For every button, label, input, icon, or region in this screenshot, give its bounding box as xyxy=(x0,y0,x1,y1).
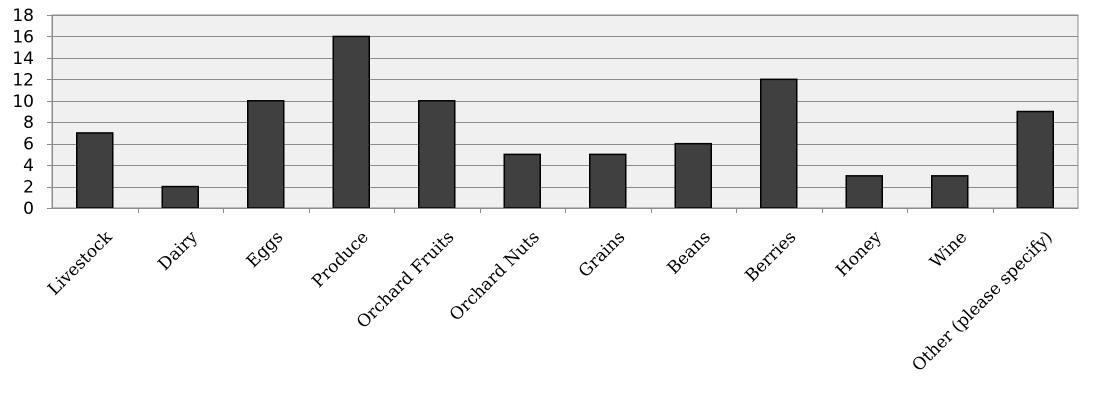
x-tick-label: Produce xyxy=(308,227,373,292)
y-tick-label: 10 xyxy=(12,92,34,112)
bar xyxy=(76,132,114,209)
x-tick-label: Dairy xyxy=(154,227,202,275)
x-tick-label: Livestock xyxy=(44,227,117,300)
bar xyxy=(332,35,370,209)
y-tick-label: 14 xyxy=(12,49,34,69)
y-tick-label: 12 xyxy=(12,70,34,90)
bar xyxy=(760,78,798,209)
y-tick-label: 16 xyxy=(12,27,34,47)
bar xyxy=(674,142,712,209)
bars xyxy=(76,35,1054,209)
y-tick-label: 18 xyxy=(12,6,34,26)
x-tick-label: Beans xyxy=(664,227,715,278)
bar xyxy=(418,100,456,209)
gridlines xyxy=(52,15,1078,188)
bar xyxy=(161,185,199,209)
x-tick-label: Wine xyxy=(926,227,971,272)
bar xyxy=(247,100,285,209)
y-tick-label: 4 xyxy=(23,156,34,176)
x-tick-label: Berries xyxy=(742,227,801,286)
y-tick-label: 2 xyxy=(23,178,34,198)
y-tick-label: 0 xyxy=(23,199,34,219)
x-tick-label: Honey xyxy=(832,227,886,281)
plot-area xyxy=(51,14,1079,209)
x-tick-label: Grains xyxy=(575,227,629,281)
x-tick-label: Eggs xyxy=(243,227,287,271)
bar xyxy=(589,153,627,209)
bar xyxy=(1016,110,1054,209)
bar xyxy=(845,175,883,209)
x-tick-label: Other (please specify) xyxy=(908,227,1056,375)
x-tick-label: Orchard Nuts xyxy=(446,227,544,325)
y-tick-label: 8 xyxy=(23,113,34,133)
y-tick-label: 6 xyxy=(23,135,34,155)
bar xyxy=(503,153,541,209)
bar xyxy=(931,175,969,209)
